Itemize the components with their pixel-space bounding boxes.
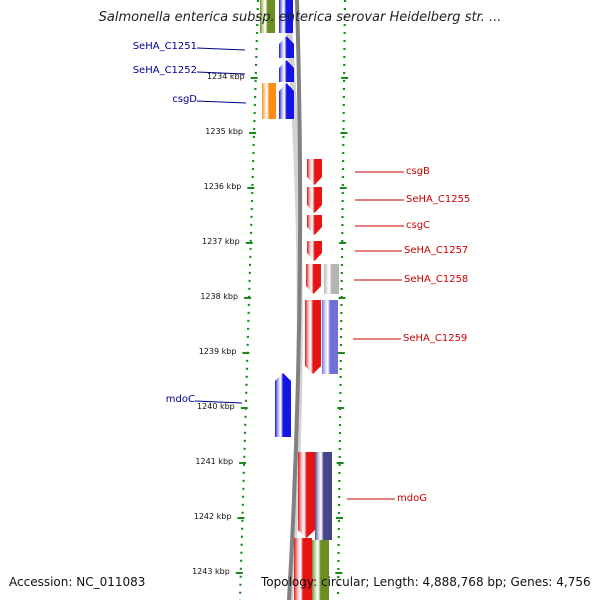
gene-mdoG [298, 452, 315, 538]
gene-SeHA_C1252 [279, 60, 294, 82]
gene-navy [315, 452, 332, 540]
tick-label: 1241 kbp [195, 457, 234, 466]
gene-features [260, 0, 339, 600]
label-leader-lines [194, 47, 404, 500]
gene-csgC [307, 215, 322, 235]
gene-olive-top [260, 0, 275, 33]
tick-label: 1240 kbp [197, 402, 235, 411]
ruler-ticks [235, 77, 349, 574]
gene-csgB [307, 159, 322, 185]
gene-SeHA_C1259 [305, 300, 321, 374]
map-title: Salmonella enterica subsp. enterica sero… [98, 10, 502, 25]
gene-label-SeHA_C1257: SeHA_C1257 [404, 245, 469, 256]
gene-label-csgB: csgB [406, 166, 430, 177]
backbone-strand [287, 0, 303, 601]
dotted-ruler-line [238, 0, 260, 601]
tick-label: 1234 kbp [206, 72, 245, 81]
gene-gray [324, 264, 339, 294]
leader-line-mdoC [194, 400, 243, 404]
tick-label: 1238 kbp [200, 292, 239, 301]
leader-line-SeHA_C1251 [196, 47, 246, 51]
gene-label-SeHA_C1258: SeHA_C1258 [404, 274, 469, 285]
tick-label: 1235 kbp [205, 127, 243, 136]
backbone [284, 0, 303, 601]
gene-label-SeHA_C1259: SeHA_C1259 [403, 333, 468, 344]
gene-label-csgC: csgC [406, 220, 431, 231]
topology-text: Topology: circular; Length: 4,888,768 bp… [261, 575, 591, 589]
gene-lavender [322, 300, 338, 374]
gene-blue-top [279, 0, 293, 33]
gene-label-SeHA_C1252: SeHA_C1252 [132, 65, 197, 76]
leader-line-csgD [196, 100, 247, 104]
gene-mdoC [275, 373, 291, 437]
tick-label: 1242 kbp [193, 512, 232, 521]
gene-SeHA_C1255 [307, 187, 322, 213]
gene-SeHA_C1251 [279, 36, 294, 58]
leader-line-SeHA_C1252 [196, 71, 246, 75]
gene-csgD [279, 83, 294, 119]
gene-label-mdoG: mdoG [397, 493, 427, 504]
gene-olive-bottom [312, 540, 329, 600]
accession-text: Accession: NC_011083 [9, 575, 146, 589]
gene-label-mdoC: mdoC [165, 394, 195, 405]
dotted-ruler-line [336, 0, 347, 601]
gene-orange [262, 83, 276, 119]
tick-label: 1236 kbp [203, 182, 242, 191]
tick-label: 1237 kbp [202, 237, 240, 246]
gene-SeHA_C1257 [307, 241, 322, 261]
gene-label-csgD: csgD [172, 94, 197, 105]
gene-label-SeHA_C1255: SeHA_C1255 [406, 194, 471, 205]
tick-label: 1239 kbp [198, 347, 237, 356]
gene-label-SeHA_C1251: SeHA_C1251 [132, 41, 197, 52]
gene-red-bottom [294, 538, 312, 600]
tick-label: 1243 kbp [192, 567, 230, 576]
gene-SeHA_C1258 [306, 264, 321, 294]
